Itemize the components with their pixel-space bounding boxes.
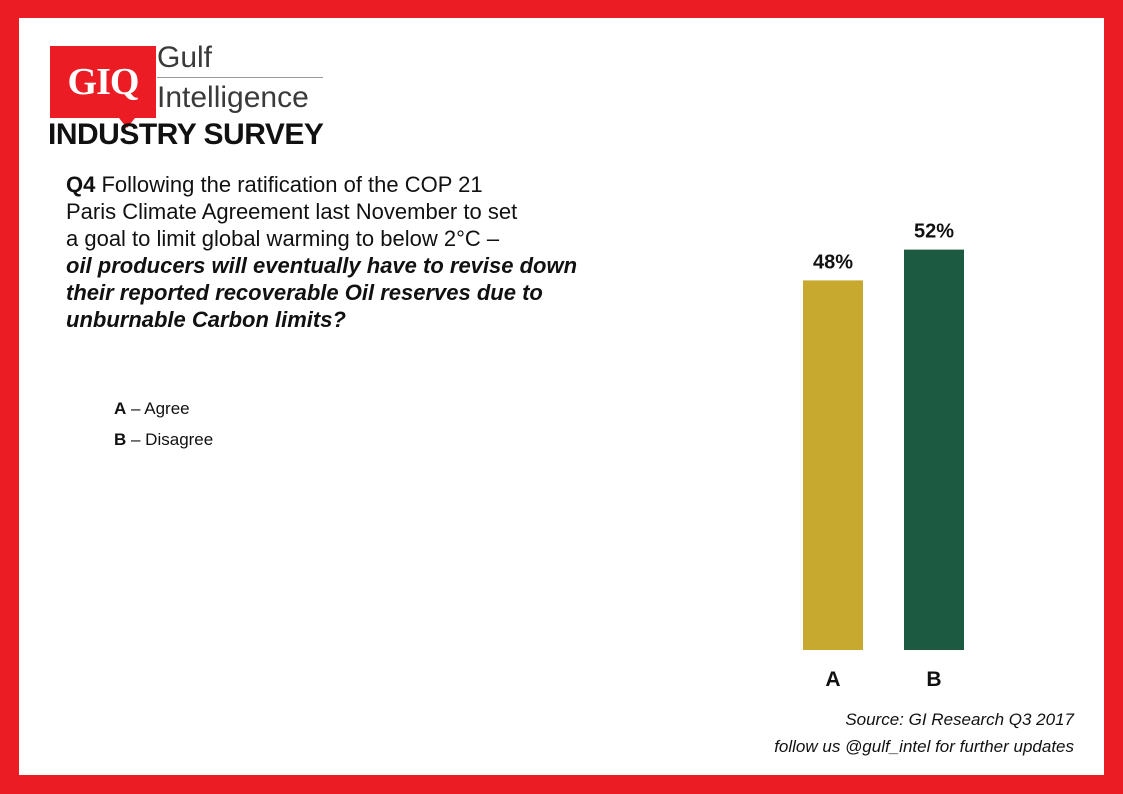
- giq-logo: GIQ: [50, 46, 156, 118]
- brand-name-line2: Intelligence: [157, 81, 309, 114]
- follow-note: follow us @gulf_intel for further update…: [774, 737, 1074, 756]
- data-label-b: 52%: [914, 221, 954, 243]
- logo-speech-tail: [119, 118, 135, 128]
- infographic-card: GIQ Gulf Intelligence INDUSTRY SURVEY Q4…: [19, 18, 1104, 775]
- brand-name-line1: Gulf: [157, 41, 213, 74]
- bar-b: [904, 249, 964, 650]
- option-letter: A: [114, 399, 127, 418]
- results-bar-chart: 48% A 52% B: [803, 221, 964, 691]
- question-bold-line2: their reported recoverable Oil reserves …: [66, 280, 543, 305]
- option-label: – Disagree: [126, 430, 214, 449]
- question-number: Q4: [66, 172, 96, 197]
- option-a: A – Agree: [114, 393, 213, 424]
- brand-divider: [157, 77, 323, 78]
- answer-options: A – Agree B – Disagree: [114, 393, 213, 455]
- bar-a: [803, 280, 863, 650]
- survey-title: INDUSTRY SURVEY: [48, 118, 324, 151]
- option-letter: B: [114, 430, 127, 449]
- option-b: B – Disagree: [114, 424, 213, 455]
- category-label-b: B: [926, 668, 941, 691]
- source-note: Source: GI Research Q3 2017: [845, 710, 1074, 729]
- question-bold-line3: unburnable Carbon limits?: [66, 307, 346, 332]
- question-text-line3: a goal to limit global warming to below …: [66, 226, 500, 251]
- question-text-line2: Paris Climate Agreement last November to…: [66, 199, 518, 224]
- category-label-a: A: [825, 668, 840, 691]
- logo-text: GIQ: [67, 61, 140, 103]
- question-bold-line1: oil producers will eventually have to re…: [66, 253, 578, 278]
- question-text-line1: Following the ratification of the COP 21: [95, 172, 483, 197]
- question-block: Q4 Following the ratification of the COP…: [66, 171, 666, 333]
- option-label: – Agree: [126, 399, 190, 418]
- data-label-a: 48%: [813, 251, 853, 273]
